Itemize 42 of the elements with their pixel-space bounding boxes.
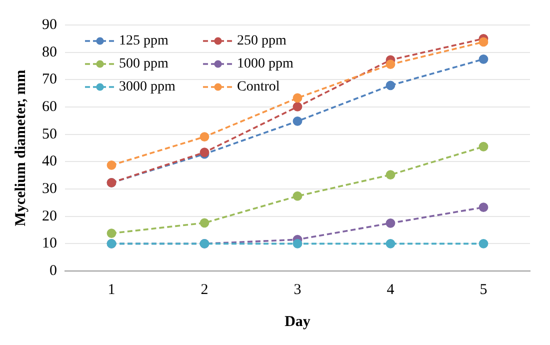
legend-label: Control	[237, 80, 280, 95]
point	[106, 160, 116, 170]
y-tick-label: 70	[42, 72, 57, 88]
y-tick-label: 50	[42, 126, 57, 142]
point	[200, 218, 210, 228]
point	[478, 202, 488, 212]
y-axis-title: Mycelium diameter, mm	[12, 69, 29, 226]
point	[386, 170, 396, 180]
point	[106, 228, 116, 238]
x-tick-label: 4	[386, 282, 395, 298]
point	[292, 238, 302, 248]
point	[292, 93, 302, 103]
point	[386, 80, 396, 90]
x-tick-label: 2	[200, 282, 208, 298]
y-tick-label: 80	[42, 44, 57, 60]
point	[386, 238, 396, 248]
legend-label: 125 ppm	[119, 34, 168, 49]
legend-label: 250 ppm	[237, 34, 286, 49]
point	[386, 218, 396, 228]
legend-label: 3000 ppm	[119, 80, 176, 95]
x-tick-label: 1	[108, 282, 116, 298]
point	[292, 102, 302, 112]
x-tick-label: 5	[480, 282, 488, 298]
y-tick-label: 90	[42, 16, 57, 33]
y-tick-label: 10	[42, 236, 57, 252]
x-axis-title: Day	[284, 314, 311, 330]
point	[200, 132, 210, 142]
y-tick-label: 0	[50, 262, 57, 279]
x-tick-label: 3	[294, 282, 302, 298]
point	[292, 116, 302, 126]
y-tick-label: 20	[42, 208, 57, 224]
y-tick-label: 60	[42, 98, 57, 115]
point	[478, 238, 488, 248]
legend-label: 500 ppm	[119, 56, 168, 72]
point	[386, 60, 396, 70]
point	[478, 54, 488, 64]
point	[478, 37, 488, 47]
y-tick-label: 40	[42, 154, 57, 170]
y-tick-label: 30	[42, 180, 57, 197]
point	[478, 142, 488, 152]
point	[292, 191, 302, 201]
legend-label: 1000 ppm	[237, 56, 294, 72]
